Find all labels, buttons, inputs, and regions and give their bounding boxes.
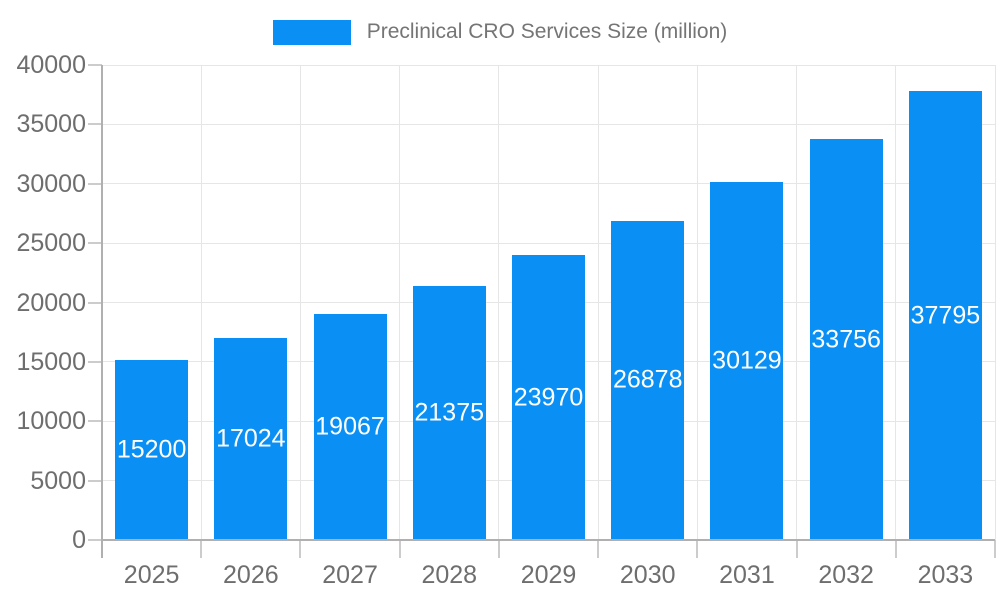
bar-value-label: 37795: [910, 301, 981, 330]
y-tick: [88, 360, 102, 363]
y-tick-label: 5000: [30, 466, 86, 495]
bar: 23970: [512, 255, 585, 540]
x-tick: [994, 540, 996, 558]
y-tick: [88, 242, 102, 245]
x-tick: [597, 540, 600, 558]
x-tick: [299, 540, 302, 558]
y-tick-label: 0: [72, 526, 86, 554]
y-tick-label: 35000: [16, 110, 86, 139]
x-axis-label: 2030: [619, 561, 676, 589]
bar-value-label: 30129: [712, 346, 782, 375]
x-gridline: [597, 65, 599, 540]
x-tick: [200, 540, 203, 558]
x-gridline: [796, 65, 798, 540]
y-tick: [88, 301, 102, 304]
bar-value-label: 26878: [612, 365, 683, 394]
x-gridline: [200, 65, 202, 540]
y-tick-label: 15000: [16, 347, 86, 376]
y-axis-line: [101, 65, 103, 558]
y-tick-label: 25000: [16, 229, 86, 258]
y-tick: [88, 479, 102, 482]
x-gridline: [696, 65, 698, 540]
y-gridline: [102, 242, 995, 244]
x-tick: [497, 540, 500, 558]
bar: 33756: [809, 139, 883, 540]
x-tick: [795, 540, 798, 558]
x-axis-baseline: [102, 539, 995, 541]
x-tick: [696, 540, 699, 558]
y-gridline: [102, 64, 995, 66]
y-tick: [88, 182, 102, 185]
legend: Preclinical CRO Services Size (million): [0, 19, 1000, 45]
bar: 37795: [908, 91, 982, 540]
x-gridline: [399, 65, 401, 540]
bar: 17024: [214, 337, 288, 540]
bar-value-label: 17024: [216, 424, 286, 453]
y-tick: [88, 64, 102, 66]
y-gridline: [102, 123, 995, 125]
bar: 26878: [611, 220, 685, 540]
bar-value-label: 33756: [811, 325, 881, 354]
y-tick: [88, 539, 102, 541]
y-tick-label: 30000: [16, 169, 86, 198]
x-axis-label: 2027: [322, 561, 378, 589]
x-tick: [894, 540, 897, 558]
bar-value-label: 19067: [315, 412, 385, 441]
x-gridline: [299, 65, 301, 540]
x-axis-label: 2026: [223, 561, 279, 589]
bar: 21375: [412, 286, 486, 540]
legend-label: Preclinical CRO Services Size (million): [366, 20, 728, 43]
bar: 15200: [115, 359, 189, 540]
y-tick-label: 20000: [16, 288, 86, 317]
legend-swatch: [272, 19, 351, 45]
y-tick-label: 40000: [16, 51, 86, 79]
x-axis-label: 2031: [719, 561, 775, 589]
x-axis-label: 2028: [421, 561, 478, 589]
x-axis-label: 2025: [123, 561, 180, 589]
x-axis-label: 2033: [917, 561, 974, 589]
bar-value-label: 15200: [116, 435, 187, 464]
x-axis-label: 2029: [520, 561, 577, 589]
y-tick-label: 10000: [16, 407, 86, 436]
bar: 19067: [313, 313, 387, 540]
x-tick: [398, 540, 401, 558]
bar-value-label: 21375: [414, 398, 485, 427]
x-gridline: [994, 65, 996, 540]
bar-value-label: 23970: [513, 383, 584, 412]
y-tick: [88, 420, 102, 423]
y-tick: [88, 123, 102, 126]
x-gridline: [895, 65, 897, 540]
bar: 30129: [710, 182, 784, 540]
x-gridline: [498, 65, 500, 540]
x-axis-label: 2032: [818, 561, 874, 589]
y-gridline: [102, 183, 995, 185]
